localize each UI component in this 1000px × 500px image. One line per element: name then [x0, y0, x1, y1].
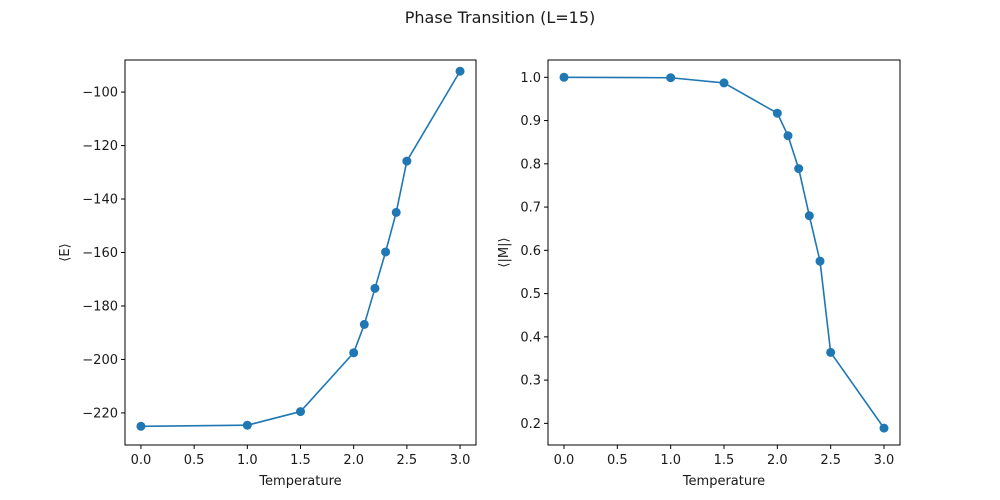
magnetization-axes-frame — [547, 59, 901, 446]
energy-data-point — [455, 66, 465, 76]
energy-data-point — [349, 348, 359, 358]
energy-ytick-label: −160 — [82, 246, 118, 261]
magnetization-ytick-label: 0.5 — [520, 287, 541, 302]
energy-ytick-label: −180 — [82, 299, 118, 314]
magnetization-data-point — [559, 72, 569, 82]
energy-data-point — [402, 156, 412, 166]
magnetization-ytick-label: 0.4 — [520, 330, 541, 345]
energy-xlabel: Temperature — [258, 474, 341, 489]
magnetization-ytick-label: 1.0 — [520, 71, 541, 86]
energy-data-point — [381, 247, 391, 257]
magnetization-series-line — [563, 76, 885, 429]
magnetization-xtick-label: 1.5 — [714, 453, 735, 468]
energy-plot: 0.0 0.5 1.0 1.5 2.0 2.5 3.0 −220 −200 −180 −160 −14… — [58, 59, 477, 489]
energy-xtick-label: 1.0 — [237, 453, 258, 468]
magnetization-xtick-label: 2.5 — [820, 453, 841, 468]
magnetization-data-point — [794, 164, 804, 174]
magnetization-plot: 0.0 0.5 1.0 1.5 2.0 2.5 3.0 0.2 0.3 0.4 0.5 0.6 0.7 0… — [497, 59, 901, 489]
energy-ytick-label: −120 — [82, 139, 118, 154]
energy-xtick-label: 2.0 — [343, 453, 364, 468]
magnetization-xtick-label: 1.0 — [660, 453, 681, 468]
figure-suptitle: Phase Transition (L=15) — [405, 8, 595, 27]
magnetization-xtick-label: 2.0 — [767, 453, 788, 468]
magnetization-ytick-label: 0.3 — [520, 374, 541, 389]
magnetization-xtick-label: 0.5 — [607, 453, 628, 468]
magnetization-ytick-label: 0.8 — [520, 157, 541, 172]
magnetization-data-point — [804, 211, 814, 221]
energy-xtick-label: 0.0 — [131, 453, 152, 468]
energy-xtick-label: 2.5 — [397, 453, 418, 468]
magnetization-data-point — [719, 78, 729, 88]
energy-data-point — [242, 420, 252, 430]
magnetization-data-point — [815, 256, 825, 266]
energy-ytick-label: −220 — [82, 406, 118, 421]
energy-data-point — [136, 421, 146, 431]
magnetization-xtick-label: 0.0 — [554, 453, 575, 468]
magnetization-data-point — [783, 131, 793, 141]
energy-ylabel: ⟨E⟩ — [58, 243, 73, 261]
magnetization-ytick-label: 0.2 — [520, 417, 541, 432]
energy-ytick-label: −140 — [82, 193, 118, 208]
energy-xtick-label: 3.0 — [450, 453, 471, 468]
magnetization-data-point — [666, 73, 676, 83]
energy-data-point — [370, 283, 380, 293]
energy-data-point — [296, 407, 305, 417]
magnetization-ytick-label: 0.6 — [520, 244, 541, 259]
magnetization-ylabel: ⟨|M|⟩ — [497, 237, 512, 267]
magnetization-ytick-label: 0.7 — [520, 201, 541, 216]
magnetization-ytick-label: 0.9 — [520, 114, 541, 129]
energy-xtick-label: 0.5 — [184, 453, 205, 468]
magnetization-data-point — [826, 347, 836, 357]
magnetization-xlabel: Temperature — [682, 474, 765, 489]
magnetization-data-point — [879, 423, 889, 433]
energy-ytick-label: −200 — [82, 353, 118, 368]
energy-axes-frame — [124, 59, 477, 446]
energy-data-point — [359, 319, 369, 329]
magnetization-xtick-label: 3.0 — [874, 453, 895, 468]
energy-ytick-label: −100 — [82, 86, 118, 101]
magnetization-data-point — [772, 108, 782, 118]
energy-series-line — [140, 70, 461, 428]
energy-xtick-label: 1.5 — [290, 453, 311, 468]
energy-data-point — [391, 207, 401, 217]
